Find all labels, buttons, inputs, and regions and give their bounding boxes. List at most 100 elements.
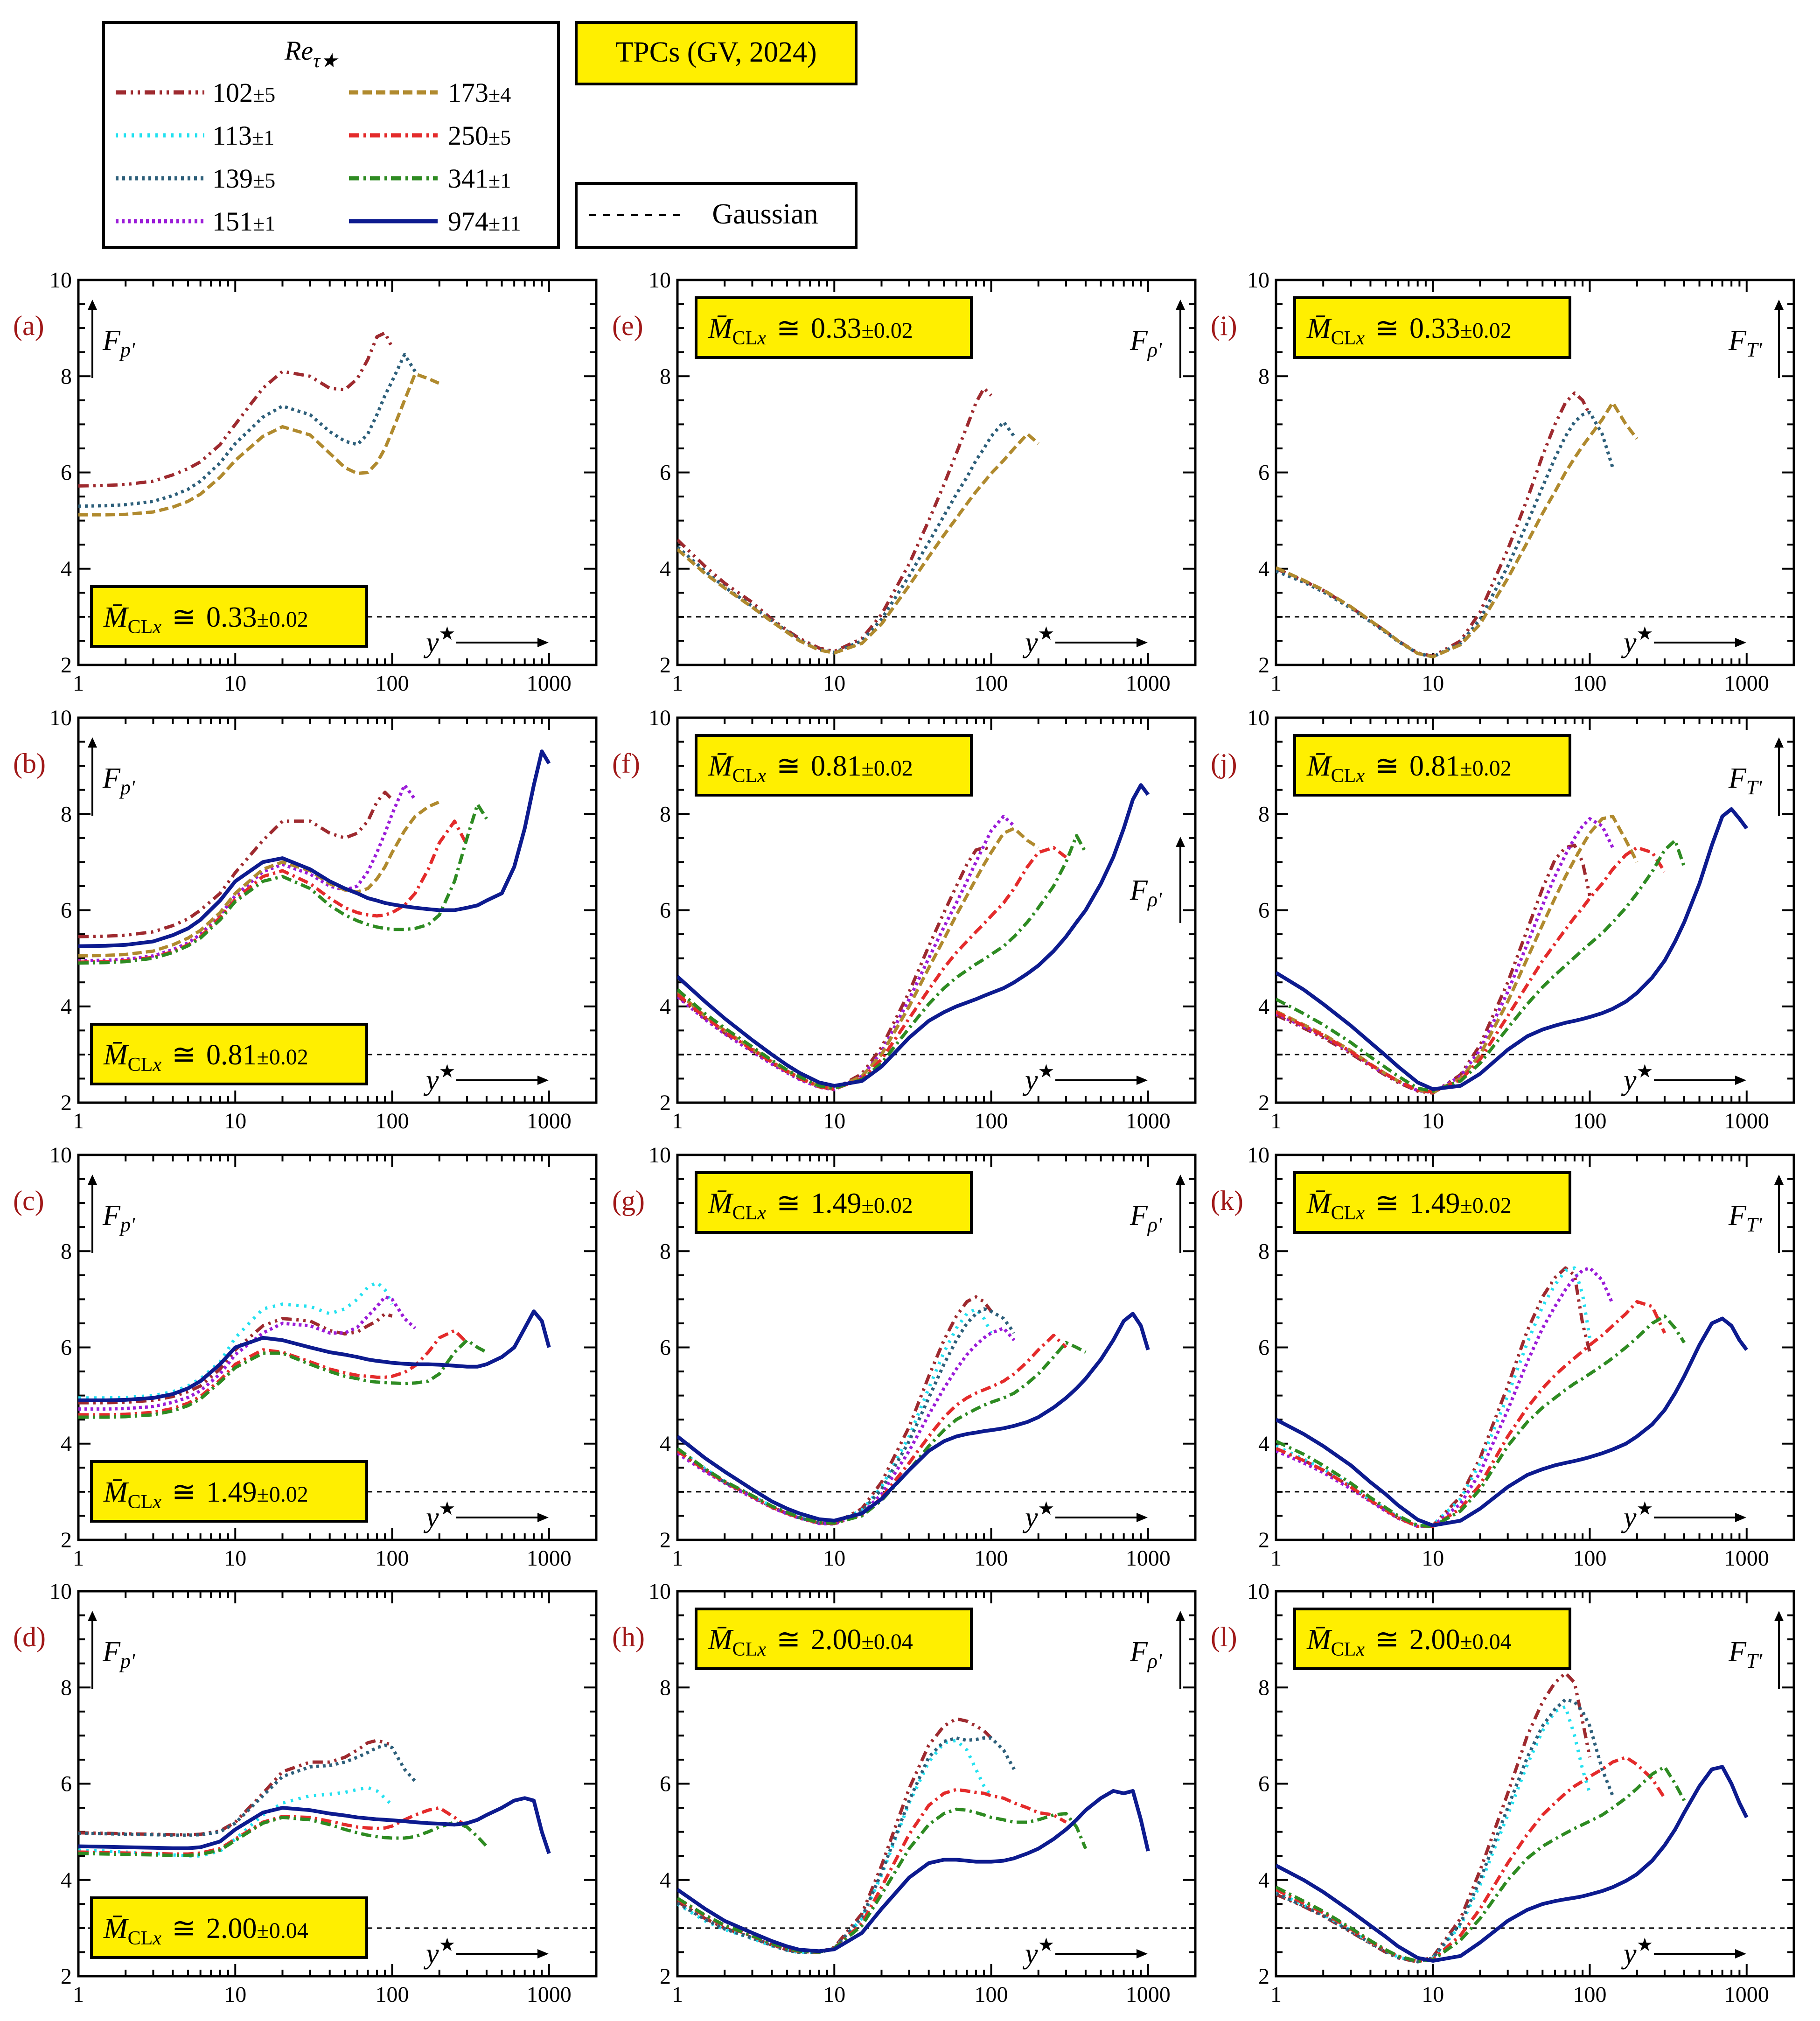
panel-letter: (i) — [1211, 310, 1237, 341]
y-tick-label: 2 — [1258, 653, 1269, 678]
y-tick-label: 2 — [660, 1528, 671, 1552]
y-arrow-head — [1176, 1175, 1185, 1185]
y-tick-label: 4 — [1258, 1432, 1269, 1456]
x-tick-label: 1000 — [527, 671, 572, 696]
x-tick-label: 1 — [73, 1546, 84, 1571]
mach-label: M̄CLx ≅ 0.33±0.02 — [708, 313, 913, 349]
y-tick-label: 6 — [660, 898, 671, 923]
y-tick-label: 6 — [61, 898, 72, 923]
y-tick-label: 2 — [1258, 1964, 1269, 1989]
y-tick-label: 10 — [1247, 268, 1269, 293]
series-line-974±11 — [677, 1789, 1150, 1953]
series-line-250±5 — [677, 1788, 1067, 1954]
x-tick-label: 100 — [975, 1109, 1008, 1133]
x-tick-label: 1 — [1270, 1982, 1282, 2007]
y-quantity: Fρ′ — [1130, 300, 1185, 378]
series-group — [78, 331, 440, 517]
mach-label: M̄CLx ≅ 2.00±0.04 — [103, 1913, 308, 1949]
x-tick-label: 10 — [1422, 1546, 1444, 1571]
legend-label-151±1: 151±1 — [212, 206, 275, 237]
y-quantity: Fρ′ — [1130, 837, 1185, 923]
mach-box-frame — [90, 585, 368, 648]
x-tick-label: 1 — [1270, 1109, 1282, 1133]
y-tick-label: 10 — [1247, 706, 1269, 730]
y-arrow-head — [88, 1611, 97, 1621]
series-line-974±11 — [78, 1309, 551, 1402]
series-line-341±1 — [1276, 1765, 1686, 1963]
mach-box: M̄CLx ≅ 1.49±0.02 — [695, 1171, 973, 1234]
y-tick-label: 6 — [660, 1772, 671, 1797]
gaussian-label: Gaussian — [712, 198, 818, 230]
x-variable-label: y★ — [423, 623, 455, 658]
panel-letter: (j) — [1211, 748, 1237, 779]
x-variable-label: y★ — [1621, 1934, 1653, 1970]
y-quantity: Fp′ — [88, 1611, 136, 1689]
mach-box: M̄CLx ≅ 0.81±0.02 — [695, 734, 973, 797]
x-tick-label: 1000 — [1724, 1546, 1769, 1571]
x-arrow-head — [1735, 1513, 1746, 1522]
series-group — [78, 1739, 551, 1858]
series-line-113±1 — [677, 1739, 993, 1954]
mach-box-frame — [1293, 296, 1571, 359]
mach-label: M̄CLx ≅ 0.81±0.02 — [103, 1039, 308, 1076]
x-variable: y★ — [423, 1934, 549, 1970]
y-tick-label: 10 — [49, 706, 72, 730]
y-quantity-label: Fρ′ — [1130, 1636, 1163, 1672]
legend-label-173±4: 173±4 — [448, 77, 511, 108]
y-tick-label: 2 — [61, 1528, 72, 1552]
x-tick-label: 1 — [1270, 671, 1282, 696]
x-variable: y★ — [1022, 1934, 1148, 1970]
x-tick-label: 100 — [376, 1982, 409, 2007]
series-line-974±11 — [78, 749, 551, 948]
mach-label: M̄CLx ≅ 2.00±0.04 — [1306, 1624, 1512, 1660]
series-group — [78, 1280, 551, 1419]
x-tick-label: 1 — [73, 1982, 84, 2007]
y-quantity: Fp′ — [88, 300, 136, 378]
series-line-341±1 — [1276, 1315, 1686, 1528]
y-arrow-head — [1774, 1611, 1784, 1621]
y-tick-label: 4 — [660, 557, 671, 581]
x-tick-label: 100 — [376, 1109, 409, 1133]
x-arrow-head — [537, 1076, 549, 1085]
x-tick-label: 1000 — [1126, 671, 1171, 696]
x-arrow-head — [537, 1949, 549, 1958]
series-line-102±5 — [1276, 391, 1591, 658]
y-quantity-label: FT′ — [1728, 1636, 1763, 1672]
y-tick-label: 10 — [649, 706, 671, 730]
y-tick-label: 4 — [1258, 557, 1269, 581]
y-tick-label: 10 — [1247, 1579, 1269, 1604]
x-variable-label: y★ — [1022, 1061, 1054, 1096]
source-box: TPCs (GV, 2024) — [575, 21, 858, 85]
x-arrow-head — [537, 638, 549, 647]
y-arrow-head — [1176, 837, 1185, 847]
x-arrow-head — [537, 1513, 549, 1522]
x-tick-label: 100 — [1573, 1546, 1607, 1571]
y-tick-label: 8 — [1258, 1675, 1269, 1700]
gaussian-box: Gaussian — [575, 182, 858, 249]
mach-label: M̄CLx ≅ 0.33±0.02 — [103, 601, 308, 638]
series-line-974±11 — [677, 1312, 1150, 1523]
y-quantity: FT′ — [1728, 300, 1784, 378]
y-tick-label: 10 — [1247, 1143, 1269, 1168]
y-tick-label: 6 — [660, 1336, 671, 1360]
y-quantity-label: Fρ′ — [1130, 1200, 1163, 1236]
y-tick-label: 4 — [660, 994, 671, 1019]
x-variable: y★ — [1621, 1498, 1746, 1533]
x-tick-label: 1 — [1270, 1546, 1282, 1571]
panel-letter: (k) — [1211, 1185, 1243, 1216]
mach-label: M̄CLx ≅ 1.49±0.02 — [708, 1188, 913, 1224]
y-tick-label: 8 — [660, 1675, 671, 1700]
mach-box: M̄CLx ≅ 2.00±0.04 — [695, 1608, 973, 1670]
panel-letter: (d) — [13, 1622, 46, 1652]
y-quantity: FT′ — [1728, 1175, 1784, 1253]
mach-label: M̄CLx ≅ 1.49±0.02 — [1306, 1188, 1512, 1224]
y-quantity: FT′ — [1728, 1611, 1784, 1689]
x-tick-label: 10 — [823, 1546, 845, 1571]
y-tick-label: 6 — [1258, 898, 1269, 923]
y-arrow-head — [88, 737, 97, 748]
x-tick-label: 10 — [823, 1109, 845, 1133]
